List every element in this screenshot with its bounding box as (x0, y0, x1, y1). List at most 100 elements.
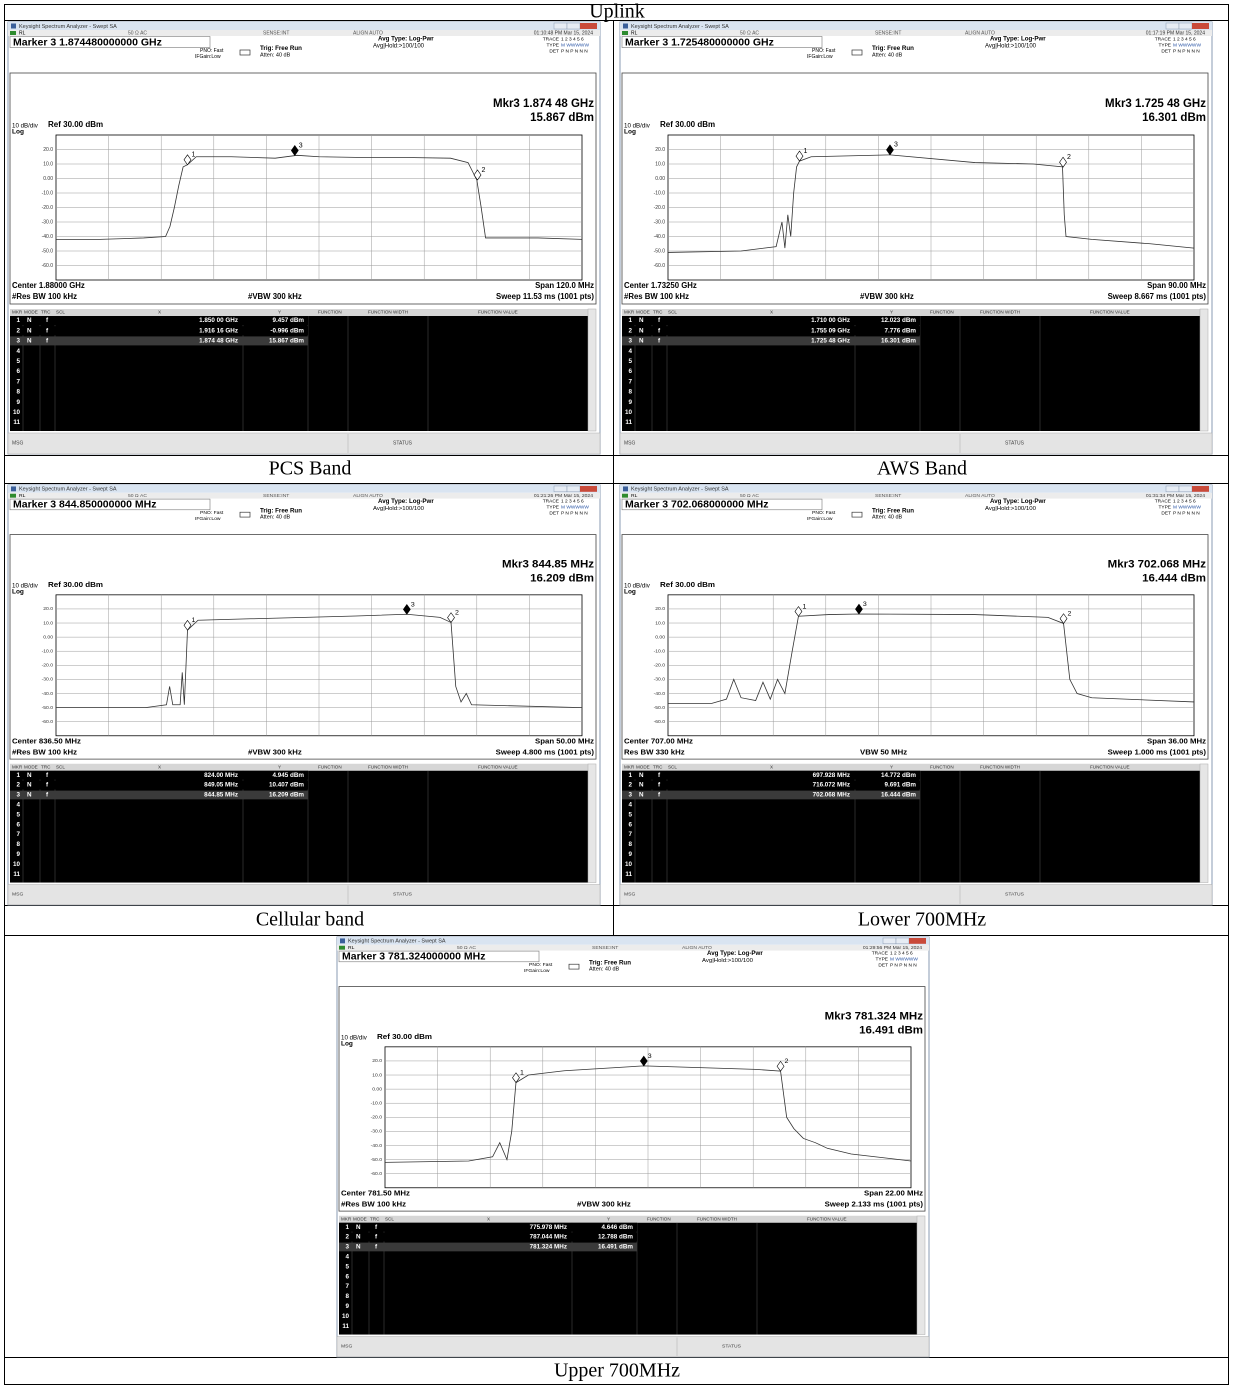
table-cell: 16.209 dBm (269, 792, 304, 799)
table-row-number: 6 (16, 821, 20, 828)
table-header-cell: Y (607, 1217, 610, 1222)
trace-numbers: 1 2 3 4 5 6 (890, 951, 913, 957)
table-header-cell: Y (278, 765, 281, 770)
atten: Atten: 40 dB (260, 515, 291, 521)
marker-label: 2 (482, 167, 486, 174)
timestamp: 01:29:56 PM Mar 15, 2024 (863, 945, 922, 951)
det-label: DET (549, 48, 559, 54)
center: Center 707.00 MHz (624, 737, 693, 746)
status-row (337, 945, 929, 951)
table-header-cell: SCL (668, 310, 677, 315)
table-row-highlight (339, 1233, 637, 1242)
table-row-number: 8 (628, 389, 632, 396)
y-tick-label: -60.0 (654, 719, 666, 725)
avg-type: Avg Type: Log-Pwr (378, 36, 434, 43)
det-label: DET (1161, 510, 1171, 516)
status-led (622, 31, 628, 35)
res-bw: #Res BW 100 kHz (12, 747, 77, 756)
center: Center 836.50 MHz (12, 737, 81, 746)
msg-label: MSG (12, 440, 24, 446)
y-tick-label: -20.0 (371, 1115, 383, 1121)
table-row-number: 9 (345, 1303, 349, 1310)
msg-label: MSG (12, 892, 24, 898)
table-title: Uplink (589, 1, 645, 23)
status-rl: RL (19, 493, 26, 499)
type-label: TYPE (546, 42, 559, 48)
table-cell: 15.867 dBm (269, 338, 304, 345)
table-row-number: 9 (16, 399, 20, 406)
y-tick-label: -50.0 (42, 248, 54, 254)
status-led (10, 494, 16, 498)
table-row-number: 4 (16, 802, 20, 809)
table-cell: 824.00 MHz (204, 772, 238, 779)
table-row-number: 9 (628, 399, 632, 406)
table-row-highlight (10, 336, 308, 345)
timestamp: 01:10:48 PM Mar 15, 2024 (534, 30, 593, 36)
status-sense: SENSE:INT (263, 30, 289, 36)
table-row-highlight (622, 336, 920, 345)
type-label: TYPE (1158, 42, 1171, 48)
ifgain: IFGain:Low (807, 54, 833, 60)
table-row-number: 11 (625, 871, 632, 878)
sweep: Sweep 2.133 ms (1001 pts) (825, 1199, 924, 1208)
status-label: STATUS (1005, 892, 1025, 898)
y-tick-label: -20.0 (42, 663, 54, 669)
marker-label: 2 (455, 610, 459, 617)
table-row-number: 5 (16, 358, 20, 365)
minimize-button (883, 938, 896, 944)
avg-hold: Avg|Hold:>100/100 (702, 958, 754, 964)
res-bw: #Res BW 100 kHz (12, 292, 77, 301)
status-rl: RL (631, 493, 638, 499)
table-row-number: 11 (13, 419, 20, 426)
avg-hold: Avg|Hold:>100/100 (373, 44, 425, 50)
marker-level: 16.444 dBm (1142, 572, 1206, 584)
y-tick-label: -30.0 (42, 219, 54, 225)
table-cell: 3 (16, 338, 20, 345)
table-header-cell: FUNCTION WIDTH (980, 765, 1020, 770)
table-header-cell: FUNCTION (930, 310, 954, 315)
table-header-cell: SCL (56, 310, 65, 315)
ifgain: IFGain:Low (195, 516, 221, 522)
table-header-cell: FUNCTION (318, 765, 342, 770)
y-tick-label: 10.0 (372, 1072, 382, 1078)
y-tick-label: -10.0 (654, 649, 666, 655)
y-tick-label: 20.0 (372, 1058, 382, 1064)
msg-label: MSG (624, 440, 636, 446)
trace-label: TRACE (543, 36, 559, 42)
table-header-cell: MKR (12, 310, 23, 315)
det-value: P N P N N N (1173, 510, 1200, 516)
table-cell: 3 (345, 1244, 349, 1251)
log-label: Log (624, 589, 636, 596)
y-tick-label: 0.00 (655, 634, 665, 640)
y-tick-label: 10.0 (655, 620, 665, 626)
trace-label: TRACE (543, 499, 559, 505)
y-tick-label: -40.0 (42, 234, 54, 240)
minimize-button (1166, 23, 1179, 29)
avg-hold: Avg|Hold:>100/100 (373, 506, 425, 512)
close-button (1192, 23, 1209, 29)
table-row-number: 9 (628, 851, 632, 858)
avg-type: Avg Type: Log-Pwr (378, 498, 434, 505)
y-tick-label: -10.0 (371, 1101, 383, 1107)
y-tick-label: -10.0 (42, 190, 54, 196)
table-header-cell: SCL (385, 1217, 394, 1222)
table-cell: 1.874 48 GHz (199, 338, 238, 345)
table-scrollbar (917, 1216, 925, 1335)
table-header-cell: MODE (353, 1217, 367, 1222)
table-scrollbar (588, 764, 596, 883)
vbw: #VBW 300 kHz (248, 747, 302, 756)
reference-level: Ref 30.00 dBm (660, 580, 715, 589)
table-header-cell: FUNCTION (930, 765, 954, 770)
marker-line: Marker 3 1.725480000000 GHz (625, 36, 774, 48)
center: Center 781.50 MHz (341, 1189, 410, 1198)
table-cell: 1 (345, 1224, 349, 1231)
table-cell: N (639, 772, 644, 779)
table-cell: 2 (16, 782, 20, 789)
table-row-number: 6 (628, 368, 632, 375)
table-cell: 2 (345, 1234, 349, 1241)
table-header-cell: MKR (624, 765, 635, 770)
minimize-button (554, 486, 567, 492)
table-header-cell: FUNCTION VALUE (478, 310, 518, 315)
type-value: M WWWWW (561, 42, 589, 48)
table-row-number: 10 (13, 861, 21, 868)
